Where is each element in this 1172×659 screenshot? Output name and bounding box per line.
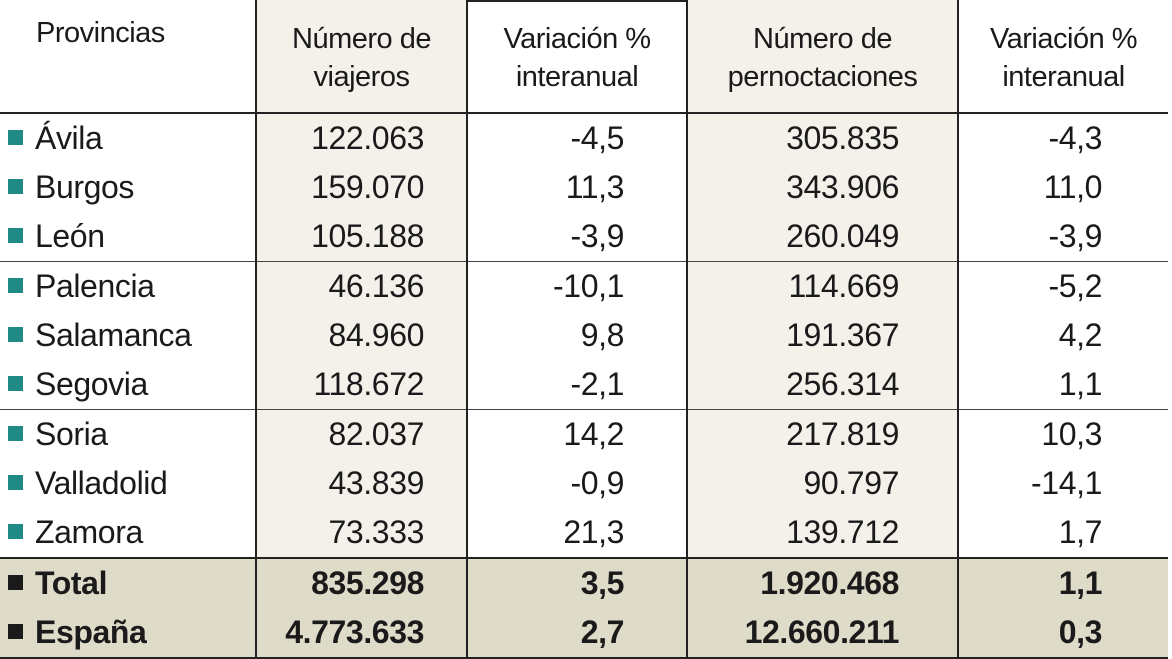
variacion-viajeros-cell: -2,1: [466, 360, 687, 410]
variacion-viajeros-cell: 14,2: [466, 409, 687, 459]
header-variacion-pernoctaciones: Variación % interanual: [957, 0, 1168, 114]
square-bullet-icon: [8, 426, 23, 442]
province-cell: Zamora: [0, 508, 256, 559]
total-variacion-viajeros-cell: 3,5: [466, 558, 687, 608]
table-row: Burgos 159.070 11,3 343.906 11,0: [0, 163, 1168, 212]
table-row: Soria 82.037 14,2 217.819 10,3: [0, 409, 1168, 460]
viajeros-cell: 105.188: [255, 212, 467, 262]
table-row: León 105.188 -3,9 260.049 -3,9: [0, 212, 1168, 262]
viajeros-cell: 122.063: [255, 113, 467, 163]
square-bullet-icon: [8, 575, 23, 591]
square-bullet-icon: [8, 376, 23, 392]
table-row: Valladolid 43.839 -0,9 90.797 -14,1: [0, 459, 1168, 508]
variacion-pernoctaciones-cell: -3,9: [957, 212, 1168, 262]
province-name: Soria: [35, 416, 108, 452]
viajeros-cell: 159.070: [255, 163, 467, 212]
square-bullet-icon: [8, 524, 23, 540]
variacion-pernoctaciones-cell: 1,7: [957, 508, 1168, 559]
total-variacion-pernoctaciones-cell: 1,1: [957, 558, 1168, 608]
variacion-viajeros-cell: 9,8: [466, 311, 687, 360]
header-variacion-viajeros: Variación % interanual: [466, 0, 687, 114]
viajeros-cell: 82.037: [255, 409, 467, 459]
variacion-viajeros-cell: -10,1: [466, 261, 687, 311]
variacion-pernoctaciones-cell: 4,2: [957, 311, 1168, 360]
square-bullet-icon: [8, 130, 23, 146]
province-name: Zamora: [35, 514, 143, 550]
total-name: Total: [35, 565, 108, 601]
spain-viajeros-cell: 4.773.633: [255, 608, 467, 659]
province-cell: Valladolid: [0, 459, 256, 508]
province-name: Palencia: [35, 268, 155, 304]
table-row: Palencia 46.136 -10,1 114.669 -5,2: [0, 261, 1168, 312]
pernoctaciones-cell: 90.797: [686, 459, 958, 508]
viajeros-cell: 43.839: [255, 459, 467, 508]
square-bullet-icon: [8, 475, 23, 491]
pernoctaciones-cell: 191.367: [686, 311, 958, 360]
pernoctaciones-cell: 260.049: [686, 212, 958, 262]
spain-pernoctaciones-cell: 12.660.211: [686, 608, 958, 659]
square-bullet-icon: [8, 327, 23, 343]
variacion-viajeros-cell: 21,3: [466, 508, 687, 559]
spain-name-cell: España: [0, 608, 256, 659]
table-row: Zamora 73.333 21,3 139.712 1,7: [0, 508, 1168, 559]
table-row: Salamanca 84.960 9,8 191.367 4,2: [0, 311, 1168, 360]
variacion-viajeros-cell: -0,9: [466, 459, 687, 508]
viajeros-cell: 46.136: [255, 261, 467, 311]
province-cell: Segovia: [0, 360, 256, 410]
province-cell: Palencia: [0, 262, 256, 312]
province-cell: Soria: [0, 410, 256, 460]
square-bullet-icon: [8, 278, 23, 294]
spain-variacion-viajeros-cell: 2,7: [466, 608, 687, 659]
header-provincias: Provincias: [0, 0, 256, 114]
spain-name: España: [35, 614, 147, 650]
province-cell: Salamanca: [0, 311, 256, 360]
variacion-pernoctaciones-cell: -5,2: [957, 261, 1168, 311]
province-name: Ávila: [35, 120, 103, 156]
variacion-pernoctaciones-cell: 11,0: [957, 163, 1168, 212]
spain-variacion-pernoctaciones-cell: 0,3: [957, 608, 1168, 659]
viajeros-cell: 118.672: [255, 360, 467, 410]
header-row: Provincias Número de viajeros Variación %…: [0, 0, 1168, 114]
table-row: Ávila 122.063 -4,5 305.835 -4,3: [0, 113, 1168, 163]
pernoctaciones-cell: 217.819: [686, 409, 958, 459]
variacion-pernoctaciones-cell: -14,1: [957, 459, 1168, 508]
total-row: Total 835.298 3,5 1.920.468 1,1: [0, 558, 1168, 608]
province-name: León: [35, 218, 105, 254]
square-bullet-icon: [8, 179, 23, 195]
total-viajeros-cell: 835.298: [255, 558, 467, 608]
viajeros-cell: 84.960: [255, 311, 467, 360]
variacion-pernoctaciones-cell: -4,3: [957, 113, 1168, 163]
square-bullet-icon: [8, 228, 23, 244]
variacion-viajeros-cell: -3,9: [466, 212, 687, 262]
header-pernoctaciones: Número de pernoctaciones: [686, 0, 958, 114]
province-cell: Burgos: [0, 163, 256, 212]
header-viajeros: Número de viajeros: [255, 0, 467, 114]
spain-row: España 4.773.633 2,7 12.660.211 0,3: [0, 608, 1168, 659]
province-cell: Ávila: [0, 113, 256, 163]
square-bullet-icon: [8, 624, 23, 640]
variacion-viajeros-cell: -4,5: [466, 113, 687, 163]
province-name: Burgos: [35, 169, 134, 205]
province-cell: León: [0, 212, 256, 262]
variacion-viajeros-cell: 11,3: [466, 163, 687, 212]
variacion-pernoctaciones-cell: 10,3: [957, 409, 1168, 459]
table-row: Segovia 118.672 -2,1 256.314 1,1: [0, 360, 1168, 410]
total-pernoctaciones-cell: 1.920.468: [686, 558, 958, 608]
pernoctaciones-cell: 114.669: [686, 261, 958, 311]
pernoctaciones-cell: 139.712: [686, 508, 958, 559]
province-name: Segovia: [35, 366, 148, 402]
pernoctaciones-cell: 256.314: [686, 360, 958, 410]
total-name-cell: Total: [0, 558, 256, 608]
province-name: Salamanca: [35, 317, 192, 353]
pernoctaciones-cell: 305.835: [686, 113, 958, 163]
pernoctaciones-cell: 343.906: [686, 163, 958, 212]
variacion-pernoctaciones-cell: 1,1: [957, 360, 1168, 410]
province-name: Valladolid: [35, 465, 168, 501]
viajeros-cell: 73.333: [255, 508, 467, 559]
